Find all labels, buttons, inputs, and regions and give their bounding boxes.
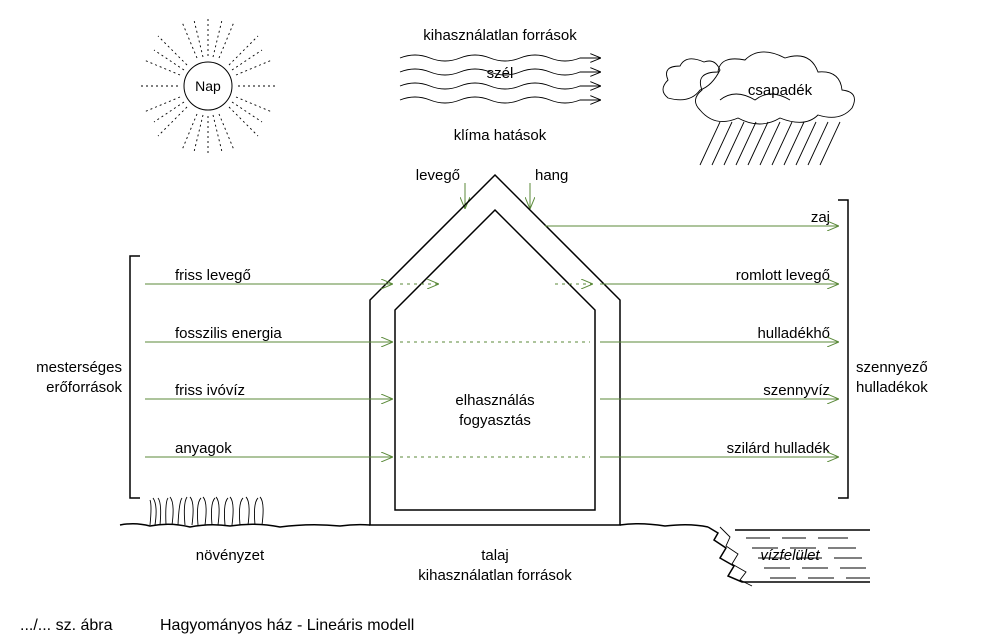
- house-outer: [370, 175, 620, 525]
- input-row-label-3: anyagok: [175, 440, 232, 457]
- input-row-label-2: friss ivóvíz: [175, 382, 245, 399]
- left-bracket-icon: [130, 256, 140, 498]
- sound-label: hang: [535, 167, 568, 184]
- right-bracket-label-1: szennyező: [856, 359, 928, 376]
- output-row-label-3: szennyvíz: [763, 382, 830, 399]
- output-row-label-1: romlott levegő: [736, 267, 830, 284]
- cloud-icon: csapadék: [663, 52, 854, 165]
- output-row-1: romlott levegő: [555, 267, 838, 284]
- grass-icon: [150, 497, 263, 525]
- air-label: levegő: [416, 167, 460, 184]
- output-row-label-0: zaj: [811, 209, 830, 226]
- house-center-label-1: elhasználás: [455, 392, 534, 409]
- input-row-label-1: fosszilis energia: [175, 325, 282, 342]
- output-row-label-4: szilárd hulladék: [727, 440, 831, 457]
- wind-label: szél: [487, 65, 514, 82]
- caption-prefix: .../... sz. ábra: [20, 617, 113, 634]
- vegetation-label: növényzet: [196, 547, 265, 564]
- input-row-3: anyagok: [145, 440, 590, 457]
- climate-label: klíma hatások: [454, 127, 547, 144]
- left-bracket-label-2: erőforrások: [46, 379, 122, 396]
- input-row-1: fosszilis energia: [145, 325, 590, 342]
- diagram-canvas: Nap kihasználatlan források szél klíma h…: [0, 0, 995, 643]
- house-inner: [395, 210, 595, 510]
- output-row-4: szilárd hulladék: [600, 440, 838, 457]
- unused-sources-bottom-label: kihasználatlan források: [418, 567, 572, 584]
- input-row-label-0: friss levegő: [175, 267, 251, 284]
- water-bank-2: [720, 527, 752, 586]
- soil-label: talaj: [481, 547, 509, 564]
- cloud-label: csapadék: [748, 82, 813, 99]
- house-center-label-2: fogyasztás: [459, 412, 531, 429]
- output-row-label-2: hulladékhő: [757, 325, 830, 342]
- unused-sources-top-label: kihasználatlan források: [423, 27, 577, 44]
- sun-label: Nap: [195, 78, 221, 94]
- sun-icon: Nap: [140, 18, 276, 154]
- output-row-2: hulladékhő: [600, 325, 838, 342]
- input-row-2: friss ivóvíz: [145, 382, 392, 399]
- water-label: vízfelület: [760, 547, 820, 564]
- caption-title: Hagyományos ház - Lineáris modell: [160, 617, 414, 634]
- output-row-3: szennyvíz: [600, 382, 838, 399]
- left-bracket-label-1: mesterséges: [36, 359, 122, 376]
- right-bracket-label-2: hulladékok: [856, 379, 928, 396]
- right-bracket-icon: [838, 200, 848, 498]
